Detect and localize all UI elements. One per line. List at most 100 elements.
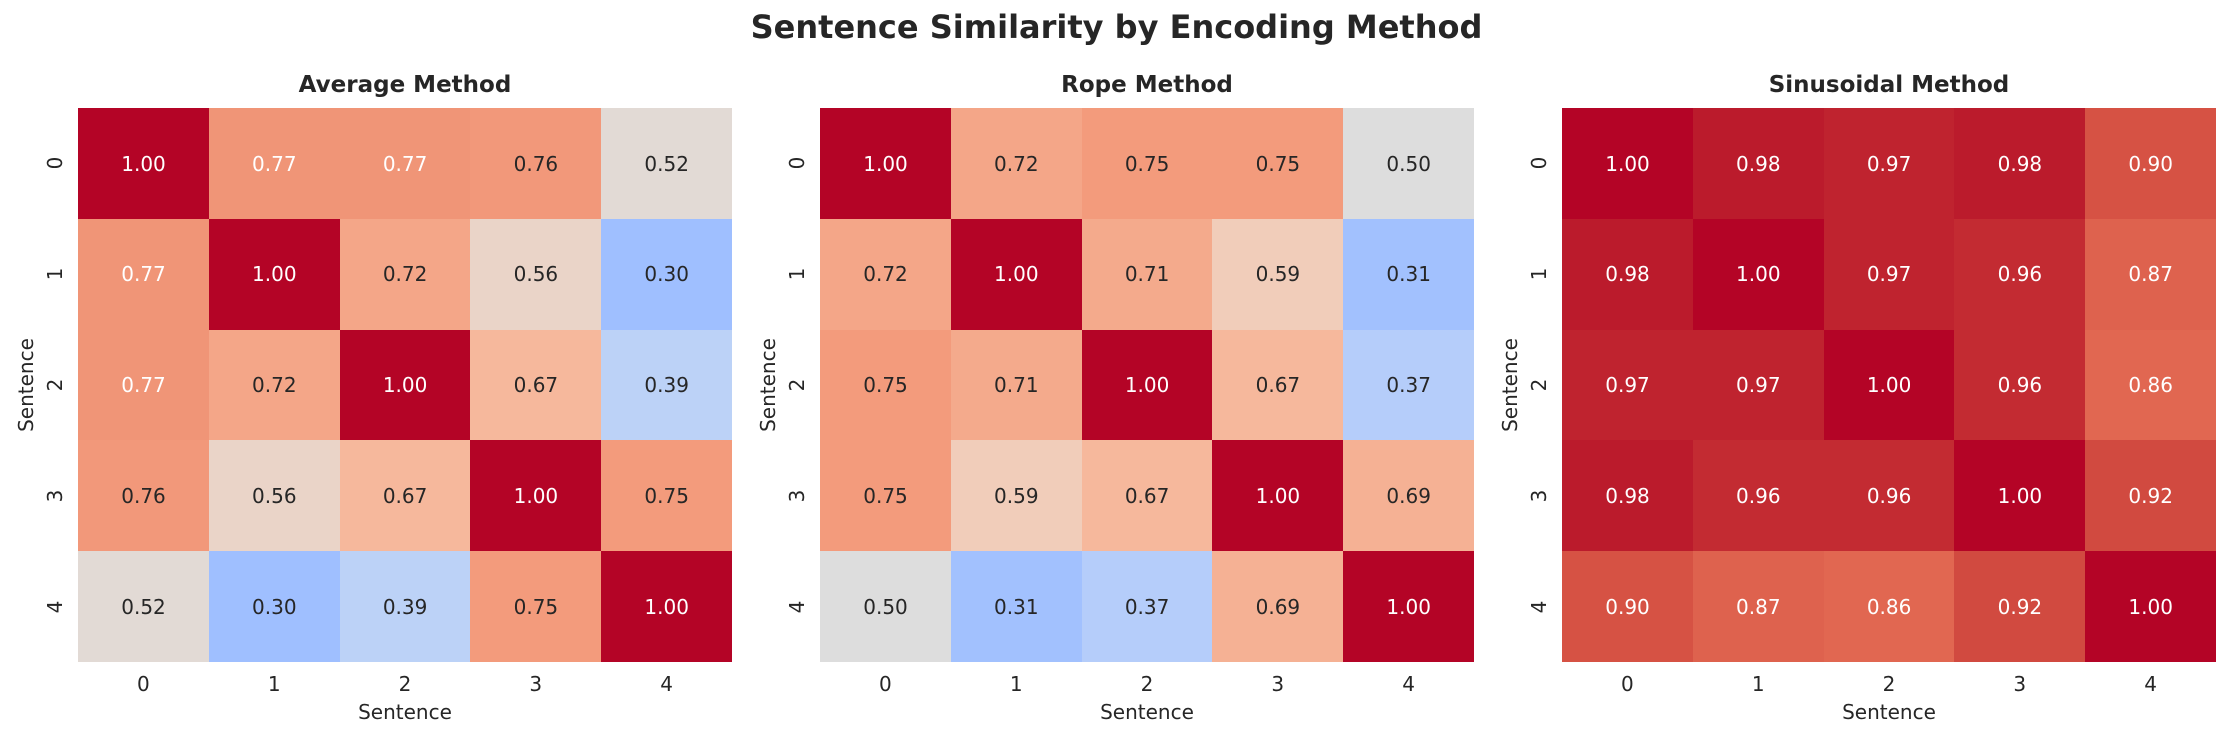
x-tick-label: 0	[137, 672, 150, 696]
heatmap-cell: 1.00	[601, 551, 733, 663]
heatmap-cell: 0.39	[601, 329, 733, 441]
x-axis-label: Sentence	[358, 700, 452, 724]
heatmap-cell: 0.77	[208, 108, 340, 219]
panel-title: Average Method	[298, 72, 512, 98]
y-tick-label: 0	[785, 157, 809, 170]
heatmap-cell: 0.98	[1954, 108, 2086, 219]
heatmap-cell: 1.00	[1562, 108, 1693, 219]
heatmap-cell: 0.31	[1343, 218, 1475, 330]
heatmap-cell: 0.67	[1081, 440, 1213, 552]
y-tick-label: 1	[1527, 267, 1551, 281]
y-axis-label: Sentence	[14, 338, 38, 432]
heatmap-cell: 0.97	[1823, 218, 1955, 330]
y-tick-label: 1	[785, 267, 809, 281]
heatmap-panel: Rope Method 1.00 0.72 0.75 0.75 0.50 0.72 1.00 0…	[742, 0, 1475, 740]
y-tick-label: 3	[785, 489, 809, 503]
heatmap-cell: 1.00	[950, 218, 1082, 330]
heatmap-cell: 0.87	[1692, 551, 1824, 663]
heatmap-cell: 0.75	[820, 440, 951, 552]
heatmap-cell: 0.92	[2085, 440, 2217, 552]
heatmap-cell: 0.77	[78, 218, 209, 330]
heatmap-grid: 1.00 0.72 0.75 0.75 0.50 0.72 1.00 0.71 0.59 0.31…	[820, 108, 1475, 663]
heatmap-cell: 0.96	[1823, 440, 1955, 552]
heatmap-cell: 0.97	[1562, 329, 1693, 441]
heatmap-cell: 0.75	[470, 551, 602, 663]
heatmap-cell: 0.92	[1954, 551, 2086, 663]
x-tick-label: 1	[267, 672, 281, 696]
heatmap-cell: 0.67	[470, 329, 602, 441]
heatmap-cell: 0.98	[1562, 440, 1693, 552]
heatmap-cell: 1.00	[470, 440, 602, 552]
heatmap-cell: 0.76	[470, 108, 602, 219]
x-tick-label: 3	[1271, 672, 1285, 696]
panel-title: Sinusoidal Method	[1768, 72, 2010, 98]
heatmap-cell: 0.72	[208, 329, 340, 441]
x-tick-label: 4	[1402, 672, 1415, 696]
x-tick-label: 0	[1621, 672, 1634, 696]
heatmap-cell: 0.59	[950, 440, 1082, 552]
x-tick-label: 2	[1140, 672, 1154, 696]
heatmap-cell: 0.72	[339, 218, 471, 330]
heatmap-cell: 0.37	[1343, 329, 1475, 441]
x-tick-label: 4	[660, 672, 673, 696]
y-tick-label: 0	[43, 157, 67, 170]
y-tick-label: 4	[43, 600, 67, 613]
heatmap-cell: 0.77	[339, 108, 471, 219]
y-tick-label: 4	[785, 600, 809, 613]
y-axis-label: Sentence	[1498, 338, 1522, 432]
heatmap-cell: 0.69	[1343, 440, 1475, 552]
y-tick-label: 0	[1527, 157, 1551, 170]
x-tick-label: 2	[398, 672, 412, 696]
heatmap-cell: 1.00	[1823, 329, 1955, 441]
heatmap-cell: 1.00	[1692, 218, 1824, 330]
x-axis-label: Sentence	[1842, 700, 1936, 724]
y-tick-label: 3	[1527, 489, 1551, 503]
heatmap-cell: 0.72	[950, 108, 1082, 219]
heatmap-cell: 0.75	[1081, 108, 1213, 219]
heatmap-cell: 1.00	[1343, 551, 1475, 663]
heatmap-cell: 0.97	[1823, 108, 1955, 219]
y-tick-label: 2	[43, 378, 67, 392]
heatmap-panel: Sinusoidal Method 1.00 0.98 0.97 0.98 0.90 0.9…	[1484, 0, 2217, 740]
heatmap-cell: 1.00	[78, 108, 209, 219]
heatmap-cell: 0.97	[1692, 329, 1824, 441]
heatmap-cell: 0.67	[339, 440, 471, 552]
heatmap-cell: 0.86	[1823, 551, 1955, 663]
y-tick-label: 1	[43, 267, 67, 281]
y-axis-label: Sentence	[756, 338, 780, 432]
heatmap-cell: 0.86	[2085, 329, 2217, 441]
panel-title: Rope Method	[1061, 72, 1233, 98]
heatmap-cell: 0.75	[1212, 108, 1344, 219]
heatmap-cell: 0.56	[470, 218, 602, 330]
heatmap-cell: 1.00	[208, 218, 340, 330]
heatmap-cell: 0.71	[1081, 218, 1213, 330]
heatmap-cell: 0.30	[208, 551, 340, 663]
x-axis-label: Sentence	[1100, 700, 1194, 724]
chart-title: Sentence Similarity by Encoding Method	[750, 8, 1483, 46]
x-tick-label: 0	[879, 672, 892, 696]
x-tick-label: 3	[529, 672, 543, 696]
heatmap-cell: 0.77	[78, 329, 209, 441]
x-tick-label: 2	[1882, 672, 1896, 696]
heatmap-cell: 1.00	[1081, 329, 1213, 441]
x-tick-label: 1	[1009, 672, 1023, 696]
x-tick-label: 4	[2144, 672, 2157, 696]
heatmap-cell: 0.87	[2085, 218, 2217, 330]
y-tick-label: 2	[785, 378, 809, 392]
heatmap-cell: 0.98	[1562, 218, 1693, 330]
heatmap-cell: 0.98	[1692, 108, 1824, 219]
heatmap-cell: 1.00	[1212, 440, 1344, 552]
heatmap-cell: 0.50	[820, 551, 951, 663]
heatmap-cell: 0.75	[601, 440, 733, 552]
heatmap-cell: 0.96	[1692, 440, 1824, 552]
heatmap-cell: 0.37	[1081, 551, 1213, 663]
heatmap-cell: 0.56	[208, 440, 340, 552]
heatmap-cell: 1.00	[820, 108, 951, 219]
y-tick-label: 2	[1527, 378, 1551, 392]
x-tick-label: 3	[2013, 672, 2027, 696]
heatmap-cell: 0.90	[2085, 108, 2217, 219]
heatmap-grid: 1.00 0.98 0.97 0.98 0.90 0.98 1.00 0.97 0.96 0.87…	[1562, 108, 2217, 663]
heatmap-cell: 0.90	[1562, 551, 1693, 663]
heatmap-cell: 0.75	[820, 329, 951, 441]
heatmap-cell: 1.00	[339, 329, 471, 441]
